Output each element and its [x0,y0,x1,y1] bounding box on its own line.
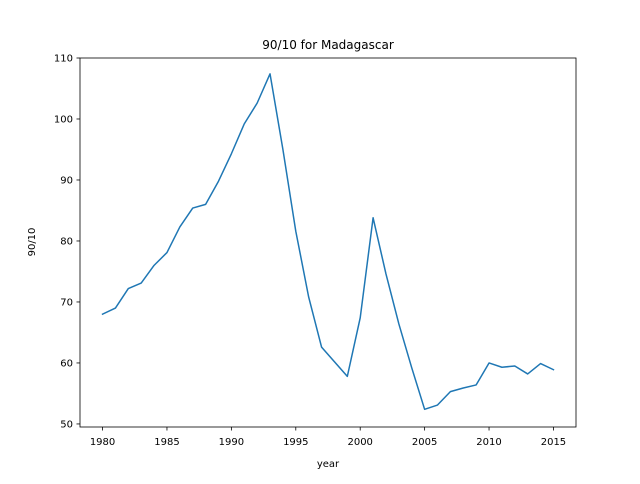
y-tick-label: 90 [60,175,73,186]
x-tick-label: 1980 [90,437,115,448]
x-tick-label: 1985 [154,437,179,448]
x-tick-label: 2015 [541,437,566,448]
x-axis-ticks: 1980 1985 1990 1995 2000 2005 2010 2015 [90,427,566,448]
y-axis-ticks: 50 60 70 80 90 100 110 [54,54,80,430]
axes-frame [79,57,577,428]
y-tick-label: 80 [60,236,73,247]
x-axis-label: year [317,459,340,470]
y-tick-label: 60 [60,358,73,369]
x-tick-label: 2005 [412,437,437,448]
series-line [101,73,555,411]
y-tick-label: 50 [60,419,73,430]
y-tick-label: 100 [54,114,73,125]
x-tick-label: 1990 [219,437,244,448]
y-tick-label: 110 [54,54,73,65]
y-tick-label: 70 [60,297,73,308]
y-axis-label: 90/10 [27,228,38,257]
chart-title: 90/10 for Madagascar [262,38,394,52]
x-tick-label: 2000 [347,437,372,448]
x-tick-label: 1995 [283,437,308,448]
x-tick-label: 2010 [476,437,501,448]
plot-area [79,57,577,428]
